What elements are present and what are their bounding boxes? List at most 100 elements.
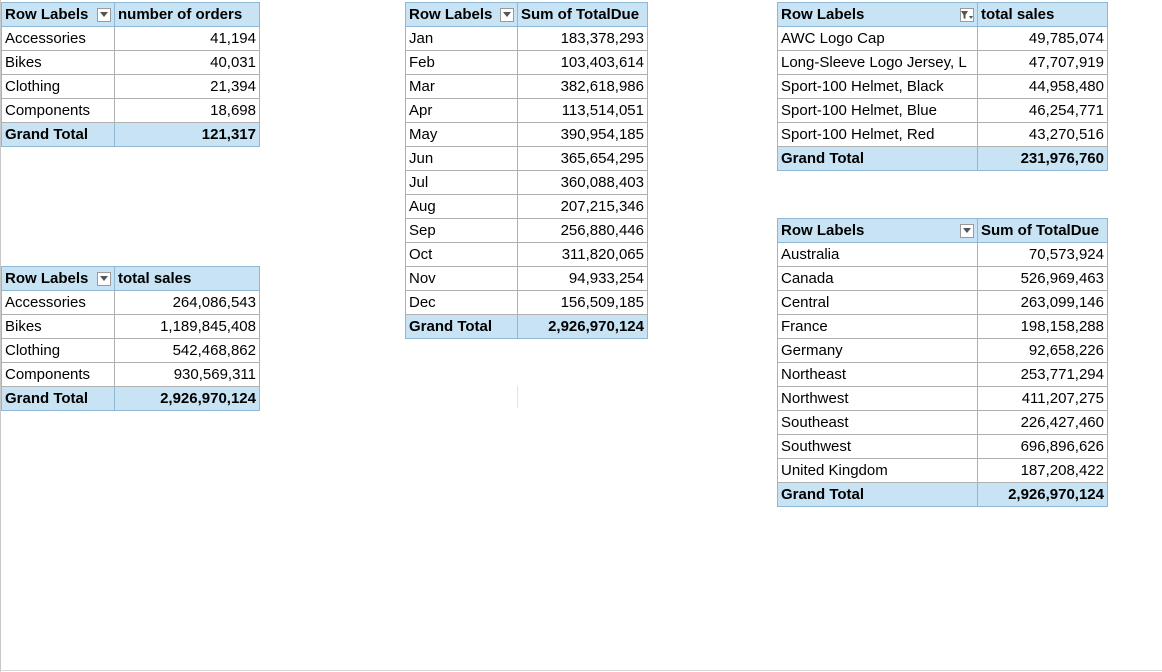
row-label[interactable]: Accessories xyxy=(1,290,115,315)
filter-dropdown-button[interactable] xyxy=(97,271,111,286)
row-label[interactable]: Bikes xyxy=(1,314,115,339)
row-value[interactable]: 382,618,986 xyxy=(517,74,648,99)
row-label[interactable]: Clothing xyxy=(1,74,115,99)
row-label[interactable]: Jul xyxy=(405,170,518,195)
row-label[interactable]: Germany xyxy=(777,338,978,363)
row-value[interactable]: 930,569,311 xyxy=(114,362,260,387)
row-value[interactable]: 390,954,185 xyxy=(517,122,648,147)
grand-total-label[interactable]: Grand Total xyxy=(777,146,978,171)
grand-total-row[interactable]: Grand Total 2,926,970,124 xyxy=(777,482,1108,507)
row-value[interactable]: 47,707,919 xyxy=(977,50,1108,75)
row-value[interactable]: 40,031 xyxy=(114,50,260,75)
grand-total-label[interactable]: Grand Total xyxy=(1,122,115,147)
row-value[interactable]: 94,933,254 xyxy=(517,266,648,291)
pivot-row[interactable]: Dec 156,509,185 xyxy=(405,290,648,315)
row-value[interactable]: 365,654,295 xyxy=(517,146,648,171)
pivot-row[interactable]: France 198,158,288 xyxy=(777,314,1108,339)
row-label[interactable]: Northwest xyxy=(777,386,978,411)
row-label[interactable]: Northeast xyxy=(777,362,978,387)
row-value[interactable]: 360,088,403 xyxy=(517,170,648,195)
row-value[interactable]: 263,099,146 xyxy=(977,290,1108,315)
pivot-row[interactable]: Sport-100 Helmet, Black 44,958,480 xyxy=(777,74,1108,99)
row-value[interactable]: 183,378,293 xyxy=(517,26,648,51)
pivot-row[interactable]: Accessories 264,086,543 xyxy=(1,290,260,315)
row-value[interactable]: 1,189,845,408 xyxy=(114,314,260,339)
filter-applied-button[interactable] xyxy=(960,7,974,22)
row-value[interactable]: 21,394 xyxy=(114,74,260,99)
row-label[interactable]: Sport-100 Helmet, Red xyxy=(777,122,978,147)
pivot-row[interactable]: Clothing 542,468,862 xyxy=(1,338,260,363)
row-label[interactable]: Sep xyxy=(405,218,518,243)
pivot-row[interactable]: Sport-100 Helmet, Red 43,270,516 xyxy=(777,122,1108,147)
pivot-row[interactable]: Oct 311,820,065 xyxy=(405,242,648,267)
pivot-row[interactable]: Southeast 226,427,460 xyxy=(777,410,1108,435)
pivot-row[interactable]: Accessories 41,194 xyxy=(1,26,260,51)
row-label[interactable]: Feb xyxy=(405,50,518,75)
row-label[interactable]: Southwest xyxy=(777,434,978,459)
row-label[interactable]: Australia xyxy=(777,242,978,267)
grand-total-value[interactable]: 2,926,970,124 xyxy=(517,314,648,339)
grand-total-label[interactable]: Grand Total xyxy=(777,482,978,507)
pivot-row[interactable]: Apr 113,514,051 xyxy=(405,98,648,123)
grand-total-row[interactable]: Grand Total 231,976,760 xyxy=(777,146,1108,171)
row-label[interactable]: Nov xyxy=(405,266,518,291)
pivot-row[interactable]: Mar 382,618,986 xyxy=(405,74,648,99)
pivot-row[interactable]: Germany 92,658,226 xyxy=(777,338,1108,363)
pivot-row[interactable]: Aug 207,215,346 xyxy=(405,194,648,219)
grand-total-label[interactable]: Grand Total xyxy=(1,386,115,411)
pivot-row[interactable]: AWC Logo Cap 49,785,074 xyxy=(777,26,1108,51)
pivot-row[interactable]: Components 18,698 xyxy=(1,98,260,123)
row-label[interactable]: Components xyxy=(1,98,115,123)
row-value[interactable]: 92,658,226 xyxy=(977,338,1108,363)
row-value[interactable]: 207,215,346 xyxy=(517,194,648,219)
row-label[interactable]: Central xyxy=(777,290,978,315)
pivot-row[interactable]: May 390,954,185 xyxy=(405,122,648,147)
pivot-row[interactable]: Australia 70,573,924 xyxy=(777,242,1108,267)
row-value[interactable]: 264,086,543 xyxy=(114,290,260,315)
pivot-row[interactable]: Clothing 21,394 xyxy=(1,74,260,99)
row-value[interactable]: 18,698 xyxy=(114,98,260,123)
row-value[interactable]: 256,880,446 xyxy=(517,218,648,243)
row-label[interactable]: Canada xyxy=(777,266,978,291)
row-value[interactable]: 70,573,924 xyxy=(977,242,1108,267)
row-value[interactable]: 526,969,463 xyxy=(977,266,1108,291)
grand-total-row[interactable]: Grand Total 2,926,970,124 xyxy=(405,314,648,339)
row-label[interactable]: Jan xyxy=(405,26,518,51)
pivot-row[interactable]: Bikes 1,189,845,408 xyxy=(1,314,260,339)
row-label[interactable]: Dec xyxy=(405,290,518,315)
row-value[interactable]: 696,896,626 xyxy=(977,434,1108,459)
pivot-row[interactable]: Northeast 253,771,294 xyxy=(777,362,1108,387)
row-value[interactable]: 226,427,460 xyxy=(977,410,1108,435)
row-value[interactable]: 44,958,480 xyxy=(977,74,1108,99)
row-value[interactable]: 41,194 xyxy=(114,26,260,51)
grand-total-row[interactable]: Grand Total 121,317 xyxy=(1,122,260,147)
row-label[interactable]: Clothing xyxy=(1,338,115,363)
row-label[interactable]: Sport-100 Helmet, Blue xyxy=(777,98,978,123)
grand-total-value[interactable]: 231,976,760 xyxy=(977,146,1108,171)
filter-dropdown-button[interactable] xyxy=(500,7,514,22)
pivot-row[interactable]: Components 930,569,311 xyxy=(1,362,260,387)
row-value[interactable]: 156,509,185 xyxy=(517,290,648,315)
pivot-row[interactable]: Canada 526,969,463 xyxy=(777,266,1108,291)
pivot-row[interactable]: Central 263,099,146 xyxy=(777,290,1108,315)
row-label[interactable]: Accessories xyxy=(1,26,115,51)
row-value[interactable]: 46,254,771 xyxy=(977,98,1108,123)
row-label[interactable]: Oct xyxy=(405,242,518,267)
row-label[interactable]: France xyxy=(777,314,978,339)
pivot-row[interactable]: Northwest 411,207,275 xyxy=(777,386,1108,411)
filter-dropdown-button[interactable] xyxy=(960,223,974,238)
row-value[interactable]: 103,403,614 xyxy=(517,50,648,75)
row-value[interactable]: 187,208,422 xyxy=(977,458,1108,483)
pivot-row[interactable]: Sep 256,880,446 xyxy=(405,218,648,243)
grand-total-value[interactable]: 2,926,970,124 xyxy=(977,482,1108,507)
grand-total-value[interactable]: 2,926,970,124 xyxy=(114,386,260,411)
pivot-row[interactable]: Jan 183,378,293 xyxy=(405,26,648,51)
row-value[interactable]: 198,158,288 xyxy=(977,314,1108,339)
row-value[interactable]: 253,771,294 xyxy=(977,362,1108,387)
filter-dropdown-button[interactable] xyxy=(97,7,111,22)
row-label[interactable]: Long-Sleeve Logo Jersey, L xyxy=(777,50,978,75)
grand-total-label[interactable]: Grand Total xyxy=(405,314,518,339)
pivot-row[interactable]: Jul 360,088,403 xyxy=(405,170,648,195)
row-label[interactable]: Jun xyxy=(405,146,518,171)
pivot-row[interactable]: United Kingdom 187,208,422 xyxy=(777,458,1108,483)
